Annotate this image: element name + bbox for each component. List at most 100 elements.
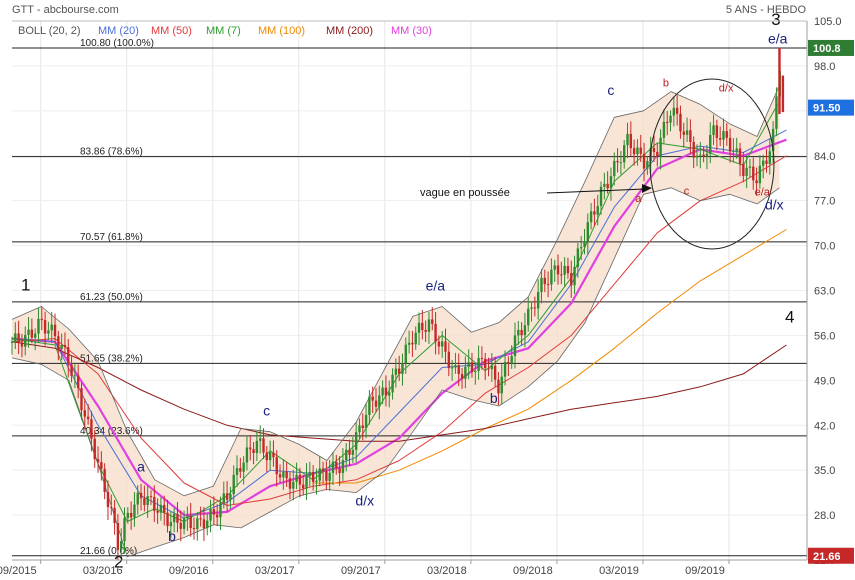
candle-body: [371, 396, 374, 401]
candle-body: [30, 329, 34, 338]
legend-item: MM (50): [151, 25, 192, 37]
candle-body: [603, 183, 606, 187]
wave-label: d/x: [719, 83, 734, 95]
candle-body: [669, 115, 672, 123]
candle-body: [527, 308, 530, 326]
fib-label: 100.80 (100.0%): [80, 38, 154, 49]
candle-body: [50, 324, 53, 331]
series-line: [11, 138, 787, 517]
price-tags: 100.8 91.50 21.66: [808, 39, 854, 564]
candle-body: [702, 154, 705, 157]
candle-body: [431, 319, 434, 324]
candle-body: [689, 130, 692, 143]
candle-body: [163, 504, 166, 513]
candle-body: [315, 480, 318, 482]
candle-body: [341, 460, 345, 473]
candle-body: [454, 365, 457, 368]
candle-body: [126, 512, 130, 519]
candle-body: [17, 333, 20, 343]
candle-body: [14, 333, 17, 342]
candle-body: [474, 371, 477, 373]
candle-body: [37, 318, 40, 334]
candle-body: [427, 319, 431, 332]
candle-body: [573, 267, 576, 286]
candle-body: [229, 494, 232, 500]
price-tag: [808, 39, 854, 56]
fib-label: 61.23 (50.0%): [80, 292, 143, 303]
candle-body: [596, 206, 599, 215]
candle-body: [67, 347, 70, 365]
series-line: [11, 187, 780, 558]
x-tick-label: 09/2017: [341, 565, 381, 577]
candle-body: [212, 509, 216, 515]
candle-body: [110, 507, 113, 509]
wave-label: c: [607, 82, 614, 98]
wave-label: b: [168, 528, 176, 544]
candle-body: [589, 211, 593, 223]
fib-label: 83.86 (78.6%): [80, 147, 143, 158]
candle-body: [497, 379, 500, 394]
candle-body: [232, 474, 235, 495]
legend-item: MM (20): [98, 25, 139, 37]
candle-body: [364, 414, 368, 429]
candle-body: [487, 368, 490, 370]
candle-body: [440, 341, 444, 347]
candle-body: [225, 493, 229, 500]
candle-body: [76, 375, 80, 389]
candle-body: [86, 416, 90, 420]
candle-body: [206, 520, 209, 529]
candle-body: [566, 265, 570, 274]
y-tick-label: 77.0: [814, 196, 835, 208]
note-arrow: [546, 184, 652, 194]
candle-body: [169, 522, 173, 527]
candle-body: [477, 357, 480, 372]
candle-body: [93, 438, 96, 460]
wave-label: e/a: [426, 278, 446, 294]
candle-body: [305, 475, 308, 489]
candle-body: [192, 527, 196, 530]
candle-body: [540, 277, 543, 293]
candle-body: [345, 449, 348, 461]
candle-body: [755, 180, 758, 184]
candle-body: [239, 468, 242, 472]
candle-body: [414, 332, 417, 345]
candle-body: [106, 491, 110, 508]
candle-body: [434, 323, 437, 342]
candle-body: [245, 447, 249, 463]
wave-label: d/x: [355, 492, 374, 508]
candle-body: [457, 365, 460, 375]
legend-item: MM (30): [391, 25, 432, 37]
candle-body: [550, 269, 553, 285]
candle-body: [712, 125, 715, 135]
candle-body: [335, 461, 338, 469]
candle-body: [593, 211, 596, 215]
candle-body: [292, 481, 295, 489]
candle-body: [675, 107, 679, 114]
candle-body: [695, 155, 699, 158]
wave-label: 1: [21, 276, 30, 295]
candle-body: [196, 518, 199, 530]
candle-body: [156, 510, 159, 513]
candle-body: [444, 341, 447, 352]
candle-body: [765, 160, 768, 164]
candle-body: [182, 518, 186, 529]
candle-body: [616, 160, 619, 163]
candle-body: [692, 142, 695, 158]
candle-body: [149, 496, 153, 498]
candle-body: [166, 512, 169, 527]
candle-body: [709, 134, 712, 154]
wave-label: e/a: [768, 30, 788, 46]
candle-body: [606, 183, 609, 189]
series-line: [11, 85, 780, 497]
candle-body: [288, 478, 292, 489]
candle-body: [189, 515, 192, 528]
candle-body: [725, 131, 728, 138]
candle-body: [493, 365, 497, 380]
candle-body: [275, 457, 278, 475]
chart-frame: [12, 20, 808, 561]
candle-body: [761, 160, 765, 166]
chart-source: GTT - abcbourse.com: [12, 4, 119, 16]
candle-body: [742, 163, 745, 176]
candle-body: [775, 96, 778, 129]
